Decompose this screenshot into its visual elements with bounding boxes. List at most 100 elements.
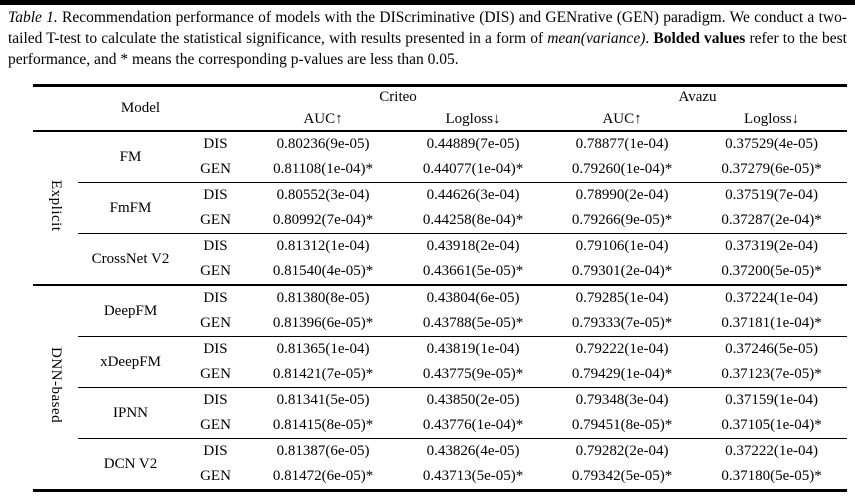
metric-value: 0.81312(1e-04) [276, 238, 370, 254]
table-caption: Table 1. Recommendation performance of m… [8, 7, 847, 70]
table-row-fmfm-gen: GEN 0.80992(7e-04)* 0.44258(8e-04)* 0.79266… [33, 208, 848, 234]
caption-segment: Bolded values [653, 30, 746, 48]
page-top-rule [0, 0, 855, 5]
metric-value: 0.37529(4e-05) [725, 136, 818, 152]
table-row-xdeepfm-gen: GEN 0.81421(7e-05)* 0.43775(9e-05)* 0.79429… [33, 362, 848, 388]
metric-value: 0.43826(4e-05) [426, 443, 520, 459]
metric-value: 0.80992(7e-04)* [248, 208, 399, 234]
metric-header-avazu-auc: AUC↑ [548, 108, 697, 132]
header-row-metrics: AUC↑ Logloss↓ AUC↑ Logloss↓ [33, 108, 848, 132]
metric-value: 0.79301(2e-04)* [548, 259, 697, 286]
model-column-header: Model [33, 85, 249, 132]
metric-value: 0.79342(5e-05)* [571, 468, 673, 484]
model-name: IPNN [78, 387, 183, 439]
table-row-deepfm-dis: DNN-based DeepFM DIS 0.81380(8e-05) 0.43804(… [33, 285, 847, 423]
metric-value: 0.78990(2e-04) [575, 187, 669, 203]
metric-value: 0.37200(5e-05)* [696, 259, 848, 286]
metric-value: 0.37279(6e-05)* [696, 157, 848, 183]
paradigm-label: DIS [203, 238, 228, 254]
metric-value: 0.43850(2e-05) [426, 392, 520, 408]
model-name: xDeepFM [78, 336, 183, 388]
metric-value: 0.79106(1e-04) [575, 238, 669, 254]
metric-value: 0.80552(3e-04) [276, 187, 370, 203]
metric-value: 0.79285(1e-04) [575, 290, 669, 306]
table-row-fm-gen: GEN 0.81108(1e-04)* 0.44077(1e-04)* 0.79260… [33, 157, 848, 183]
model-name: FmFM [78, 182, 183, 234]
metric-value: 0.81341(5e-05) [276, 392, 370, 408]
metric-value: 0.37246(5e-05) [725, 341, 818, 357]
paradigm-label: DIS [203, 443, 228, 459]
metric-value: 0.81380(8e-05) [276, 290, 370, 306]
caption-segment: refer to the best performance, and * mea… [8, 30, 847, 69]
metric-value: 0.37159(1e-04) [725, 392, 818, 408]
table-row-ipnn-dis: IPNN DIS 0.81341(5e-05) 0.43850(2e-05) 0.793… [33, 387, 847, 439]
metric-value: 0.37181(1e-04)* [696, 311, 848, 337]
table-header: Model Criteo Avazu AUC↑ Logloss↓ AUC↑ Lo… [33, 85, 848, 132]
caption-segment: Recommendation performance of models wit… [8, 9, 847, 48]
model-name: DeepFM [78, 285, 183, 337]
table-row-ipnn-gen: GEN 0.81415(8e-05)* 0.43776(1e-04)* 0.79451… [33, 413, 848, 439]
table-row-crossnet-v2-dis: CrossNet V2 DIS 0.81312(1e-04) 0.43918(2e-0… [33, 233, 847, 286]
model-name: DCN V2 [103, 455, 158, 472]
dataset-header-avazu: Avazu [678, 89, 717, 105]
metric-value: 0.37519(7e-04) [725, 187, 818, 203]
metric-value: 0.44258(8e-04)* [398, 208, 549, 234]
paradigm-label: DIS [203, 290, 228, 306]
caption-segment: Table 1. [8, 9, 58, 26]
metric-value: 0.81540(4e-05)* [248, 259, 399, 286]
metric-value: 0.81396(6e-05)* [248, 311, 399, 337]
metric-value: 0.79451(8e-05)* [548, 413, 697, 439]
paradigm-label: GEN [200, 468, 231, 484]
metric-value: 0.37222(1e-04) [725, 443, 818, 459]
section-label-explicit: Explicit [33, 131, 78, 286]
metric-value: 0.44889(7e-05) [426, 136, 520, 152]
paradigm-label: GEN [183, 311, 249, 337]
model-name: CrossNet V2 [78, 233, 183, 286]
table-body: Explicit FM DIS 0.80236(9e-05) 0.44889(7e-05… [33, 131, 848, 491]
header-row-datasets: Model Criteo Avazu [33, 85, 847, 132]
metric-value: 0.81365(1e-04) [276, 341, 370, 357]
metric-value: 0.43819(1e-04) [426, 341, 520, 357]
metric-value: 0.81472(6e-05)* [272, 468, 374, 484]
table-row-crossnet-v2-gen: GEN 0.81540(4e-05)* 0.43661(5e-05)* 0.79301… [33, 259, 848, 286]
metric-value: 0.79222(1e-04) [575, 341, 669, 357]
metric-value: 0.43713(5e-05)* [422, 468, 524, 484]
metric-value: 0.43661(5e-05)* [398, 259, 549, 286]
metric-value: 0.79348(3e-04) [575, 392, 669, 408]
paradigm-label: GEN [183, 413, 249, 439]
caption-segment: . [645, 30, 654, 48]
metric-value: 0.81415(8e-05)* [248, 413, 399, 439]
table-row-dcn-v2-gen: GEN 0.81472(6e-05)* 0.43713(5e-05)* 0.79342… [33, 464, 847, 491]
table-row-dcn-v2-dis: DCN V2 DIS 0.81387(6e-05) 0.43826(4e-05) 0.7… [33, 439, 847, 472]
metric-header-criteo-auc: AUC↑ [248, 108, 399, 132]
metric-value: 0.81421(7e-05)* [248, 362, 399, 388]
metric-value: 0.79282(2e-04) [575, 443, 669, 459]
metric-value: 0.43788(5e-05)* [398, 311, 549, 337]
metric-value: 0.37180(5e-05)* [721, 468, 822, 484]
paradigm-label: GEN [183, 259, 249, 286]
metric-value: 0.37287(2e-04)* [696, 208, 848, 234]
metric-value: 0.81108(1e-04)* [248, 157, 399, 183]
paradigm-label: DIS [203, 136, 228, 152]
metric-value: 0.37319(2e-04) [725, 238, 818, 254]
section-label-dnn-based: DNN-based [33, 285, 78, 491]
metric-value: 0.78877(1e-04) [575, 136, 669, 152]
paradigm-label: GEN [183, 157, 249, 183]
paradigm-label: DIS [203, 341, 228, 357]
table-row-xdeepfm-dis: xDeepFM DIS 0.81365(1e-04) 0.43819(1e-04) 0.… [33, 336, 847, 388]
paradigm-label: GEN [183, 208, 249, 234]
metric-value: 0.79429(1e-04)* [548, 362, 697, 388]
metric-value: 0.37105(1e-04)* [696, 413, 848, 439]
paradigm-label: GEN [183, 362, 249, 388]
metric-value: 0.43776(1e-04)* [398, 413, 549, 439]
metric-value: 0.81387(6e-05) [276, 443, 370, 459]
metric-value: 0.43804(6e-05) [426, 290, 520, 306]
metric-header-criteo-logloss: Logloss↓ [398, 108, 549, 132]
metric-value: 0.79266(9e-05)* [548, 208, 697, 234]
metric-header-avazu-logloss: Logloss↓ [696, 108, 848, 132]
metric-value: 0.37224(1e-04) [725, 290, 818, 306]
metric-value: 0.80236(9e-05) [276, 136, 370, 152]
section-label-text: Explicit [48, 179, 64, 232]
metric-value: 0.37123(7e-05)* [696, 362, 848, 388]
